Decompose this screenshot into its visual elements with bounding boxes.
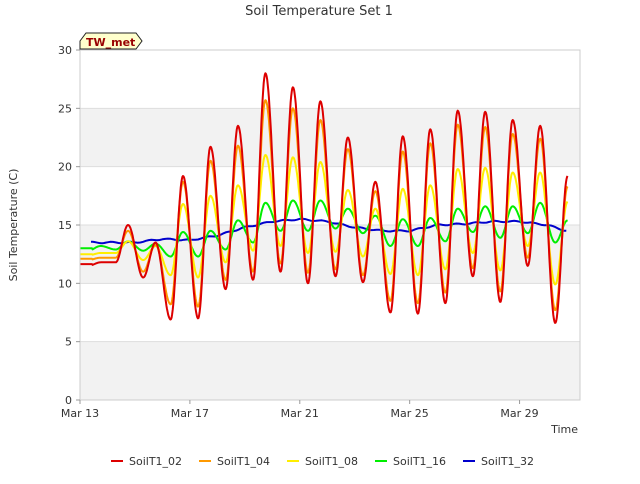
legend: SoilT1_02 SoilT1_04 SoilT1_08 SoilT1_16 Soil… xyxy=(111,455,534,468)
legend-label: SoilT1_02 xyxy=(129,455,182,468)
x-tick-label: Mar 25 xyxy=(391,407,429,420)
y-tick-label: 10 xyxy=(58,277,72,290)
y-tick-label: 25 xyxy=(58,102,72,115)
y-tick-label: 5 xyxy=(65,336,72,349)
y-tick-label: 20 xyxy=(58,161,72,174)
y-tick-label: 15 xyxy=(58,219,72,232)
legend-label: SoilT1_08 xyxy=(305,455,358,468)
series-line-soilt1-08 xyxy=(79,154,569,286)
site-badge: TW_met xyxy=(79,32,143,50)
series-group xyxy=(79,72,569,324)
x-axis: Mar 13 Mar 17 Mar 21 Mar 25 Mar 29 xyxy=(61,400,539,420)
chart-title: Soil Temperature Set 1 xyxy=(245,4,393,19)
series-line-soilt1-02 xyxy=(79,72,569,324)
series-line-soilt1-16 xyxy=(79,199,569,258)
y-axis-label: Soil Temperature (C) xyxy=(7,169,20,282)
legend-item: SoilT1_16 xyxy=(375,455,446,468)
legend-item: SoilT1_02 xyxy=(111,455,182,468)
legend-label: SoilT1_32 xyxy=(481,455,534,468)
y-axis: 0 5 10 15 20 25 30 xyxy=(58,44,80,407)
x-tick-label: Mar 13 xyxy=(61,407,99,420)
legend-label: SoilT1_16 xyxy=(393,455,446,468)
x-tick-label: Mar 21 xyxy=(281,407,319,420)
legend-item: SoilT1_08 xyxy=(287,455,358,468)
x-tick-label: Mar 29 xyxy=(500,407,538,420)
x-axis-label: Time xyxy=(550,423,578,436)
site-badge-shape xyxy=(79,32,143,50)
grid-band xyxy=(80,341,580,400)
site-badge-label: TW_met xyxy=(86,36,135,49)
grid-band xyxy=(80,108,580,167)
y-tick-label: 30 xyxy=(58,44,72,57)
y-tick-label: 0 xyxy=(65,394,72,407)
x-tick-label: Mar 17 xyxy=(171,407,209,420)
legend-item: SoilT1_32 xyxy=(463,455,534,468)
legend-item: SoilT1_04 xyxy=(199,455,270,468)
legend-label: SoilT1_04 xyxy=(217,455,270,468)
